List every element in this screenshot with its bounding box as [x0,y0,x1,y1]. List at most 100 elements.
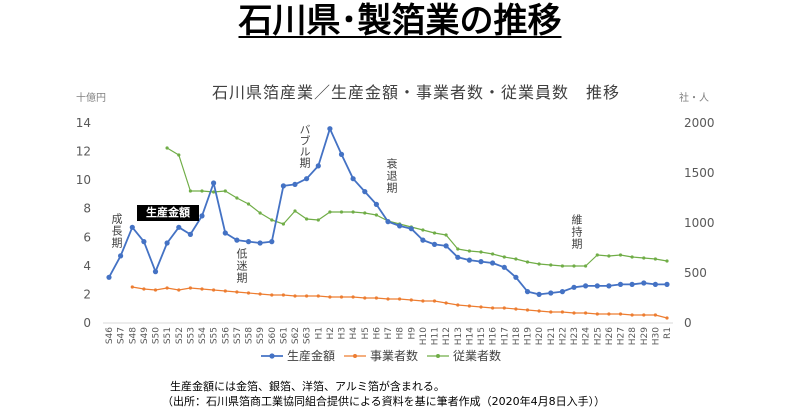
x-tick-label: H7 [384,327,394,340]
employee-count-point [537,262,541,266]
business-count-point [467,304,471,308]
x-tick-label: H19 [524,327,534,345]
production-value-point [106,274,112,280]
production-value-point [373,201,379,207]
production-value-point [234,237,240,243]
business-count-point [165,286,169,290]
x-tick-label: S58 [245,327,255,344]
production-value-series [106,126,670,297]
business-count-point [258,292,262,296]
production-value-point [176,224,182,230]
employee-count-point [618,253,623,257]
production-value-point [118,253,124,259]
employee-count-point [584,264,588,268]
employee-count-point [560,264,565,268]
business-count-point [549,310,553,314]
x-tick-label: H21 [547,327,557,345]
production-value-point [141,239,147,245]
y-right-tick-label: 500 [684,266,707,280]
business-count-point [595,312,599,316]
employee-count-point [188,189,192,193]
business-count-point [537,309,541,313]
y-left-tick-label: 6 [83,230,91,244]
production-value-point [222,230,228,236]
employee-count-point [549,263,553,267]
x-tick-label: H14 [465,327,475,345]
business-count-point [584,311,588,315]
production-value-point [629,281,635,287]
production-value-point [280,183,286,189]
production-value-point [652,281,659,287]
employee-count-point [525,260,530,264]
production-value-point [455,254,461,260]
period-annotation: 衰退期 [385,158,398,194]
x-tick-label: S46 [105,327,115,344]
employee-count-point [491,252,495,256]
x-tick-label: H3 [338,327,348,340]
employee-count-point [212,190,216,194]
production-value-point [269,239,275,245]
y-right-unit-label: 社・人 [679,93,709,104]
employee-count-point [502,255,506,259]
x-tick-label: S57 [233,327,243,344]
x-tick-label: H29 [640,327,650,345]
production-value-point [129,224,135,230]
employee-count-point [305,217,309,221]
employee-count-point [630,255,634,259]
period-annotation: 成長期 [110,213,123,249]
production-value-point [571,284,577,290]
business-count-point [642,313,646,317]
legend-label: 事業者数 [370,349,419,363]
employee-count-point [363,211,367,215]
production-value-point [617,281,624,287]
x-tick-label: H30 [651,327,661,345]
legend-dot [436,354,440,358]
business-count-point [630,313,634,317]
chart-legend: 生産金額 事業者数 従業者数 [0,348,800,364]
x-tick-label: S59 [256,327,266,344]
y-left-tick-label: 12 [76,145,91,159]
production-value-point [548,290,554,296]
production-value-point [420,237,426,243]
business-count-point [421,299,425,303]
y-left-tick-label: 2 [83,287,91,301]
footnote-source: （出所：石川県箔商工業協同組合提供による資料を基に筆者作成（2020年4月8日入… [162,395,606,408]
business-count-point [212,288,216,292]
x-tick-label: H16 [489,327,499,345]
legend-dot [269,353,275,359]
business-count-point [398,297,402,301]
production-value-point [257,240,263,246]
business-count-point [444,301,448,305]
x-tick-label: S62 [291,327,301,344]
employee-count-point [572,264,576,268]
employee-count-point [479,250,483,254]
employee-count-point [432,231,437,235]
employee-count-point [665,259,669,263]
production-value-point [385,219,391,225]
legend-marker [261,353,283,359]
employee-count-point [293,209,297,213]
business-count-point [130,285,134,289]
y-right-tick-label: 2000 [684,116,715,130]
business-count-point [618,312,623,316]
employee-count-point [270,218,274,222]
employee-count-point [246,202,251,206]
business-count-point [502,306,506,310]
x-tick-label: S63 [303,327,313,344]
x-tick-label: H13 [454,327,464,345]
production-value-point [152,269,159,275]
production-value-point [431,241,438,247]
production-value-point [536,291,542,297]
employee-count-point [165,146,169,150]
production-value-point [583,283,589,289]
y-left-tick-label: 0 [83,316,91,330]
employee-count-point [642,256,646,260]
employee-count-point [444,233,448,237]
production-value-point [187,231,193,237]
production-value-point [397,223,403,229]
business-count-point [270,293,274,297]
business-count-point [514,307,518,311]
employee-count-point [223,189,227,193]
business-count-point [572,311,576,315]
